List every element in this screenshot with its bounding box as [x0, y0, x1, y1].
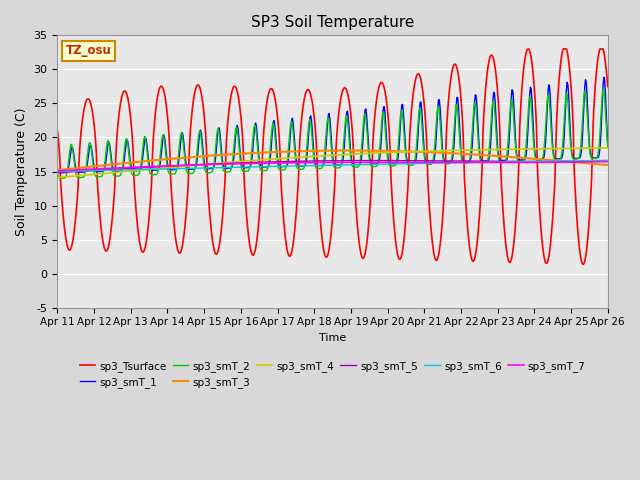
sp3_smT_4 [63, 174, 71, 180]
sp3_smT_2 [417, 106, 424, 111]
sp3_smT_2 [177, 132, 184, 138]
sp3_smT_2 [64, 162, 72, 168]
Line: sp3_smT_5: sp3_smT_5 [58, 161, 608, 173]
sp3_smT_6 [63, 168, 71, 174]
sp3_smT_6 [176, 166, 184, 171]
Line: sp3_Tsurface: sp3_Tsurface [58, 49, 608, 264]
sp3_Tsurface [399, 242, 407, 248]
sp3_smT_3 [400, 148, 408, 154]
sp3_Tsurface [415, 72, 423, 78]
sp3_Tsurface [524, 46, 532, 52]
sp3_smT_1 [417, 99, 424, 105]
Title: SP3 Soil Temperature: SP3 Soil Temperature [251, 15, 414, 30]
Text: TZ_osu: TZ_osu [66, 44, 111, 58]
sp3_smT_7 [415, 159, 423, 165]
X-axis label: Time: Time [319, 333, 346, 343]
sp3_Tsurface [176, 250, 184, 256]
sp3_smT_1 [56, 170, 64, 176]
Y-axis label: Soil Temperature (C): Soil Temperature (C) [15, 107, 28, 236]
sp3_smT_3 [205, 153, 212, 159]
sp3_smT_6 [205, 165, 212, 171]
sp3_smT_3 [345, 148, 353, 154]
sp3_smT_2 [604, 144, 612, 150]
sp3_smT_3 [417, 149, 424, 155]
sp3_smT_6 [604, 157, 612, 163]
sp3_smT_2 [121, 144, 129, 149]
sp3_Tsurface [120, 88, 128, 94]
sp3_Tsurface [604, 84, 612, 89]
sp3_smT_4 [176, 164, 184, 169]
Line: sp3_smT_2: sp3_smT_2 [58, 89, 608, 178]
sp3_smT_5 [63, 169, 71, 175]
sp3_smT_2 [54, 170, 61, 176]
sp3_smT_6 [415, 160, 423, 166]
sp3_smT_5 [205, 161, 212, 167]
sp3_Tsurface [579, 262, 587, 267]
sp3_smT_6 [54, 168, 61, 174]
sp3_smT_5 [604, 158, 612, 164]
sp3_Tsurface [205, 201, 212, 206]
sp3_smT_4 [604, 145, 612, 151]
Line: sp3_smT_4: sp3_smT_4 [58, 148, 608, 178]
sp3_smT_1 [177, 139, 184, 144]
sp3_smT_4 [120, 168, 128, 174]
sp3_smT_2 [56, 175, 64, 181]
sp3_smT_3 [120, 160, 128, 166]
sp3_smT_6 [399, 161, 407, 167]
Line: sp3_smT_6: sp3_smT_6 [58, 160, 608, 171]
sp3_smT_7 [63, 168, 71, 173]
sp3_smT_5 [400, 158, 408, 164]
sp3_smT_1 [600, 74, 608, 80]
Line: sp3_smT_7: sp3_smT_7 [58, 162, 608, 171]
sp3_smT_7 [205, 162, 212, 168]
sp3_smT_7 [399, 159, 407, 165]
sp3_smT_5 [176, 163, 184, 168]
sp3_Tsurface [63, 243, 71, 249]
sp3_smT_4 [54, 175, 61, 180]
sp3_smT_1 [54, 166, 61, 171]
sp3_smT_5 [54, 170, 61, 176]
sp3_smT_5 [417, 158, 424, 164]
sp3_smT_1 [400, 120, 408, 126]
sp3_smT_4 [205, 161, 212, 167]
sp3_smT_7 [120, 165, 128, 170]
sp3_smT_1 [206, 166, 214, 171]
sp3_smT_1 [121, 152, 129, 158]
Line: sp3_smT_3: sp3_smT_3 [58, 151, 608, 170]
sp3_smT_6 [120, 167, 128, 173]
Line: sp3_smT_1: sp3_smT_1 [58, 77, 608, 173]
sp3_smT_1 [64, 167, 72, 172]
sp3_smT_3 [604, 162, 612, 168]
sp3_smT_5 [370, 158, 378, 164]
sp3_smT_7 [54, 168, 61, 174]
sp3_smT_7 [176, 163, 184, 168]
sp3_smT_1 [604, 140, 612, 145]
sp3_smT_3 [54, 167, 61, 173]
sp3_smT_2 [599, 86, 607, 92]
sp3_smT_2 [206, 170, 214, 176]
sp3_smT_3 [176, 155, 184, 161]
sp3_smT_7 [604, 159, 612, 165]
sp3_Tsurface [54, 128, 61, 134]
sp3_smT_3 [63, 166, 71, 172]
sp3_smT_4 [399, 149, 407, 155]
Legend: sp3_Tsurface, sp3_smT_1, sp3_smT_2, sp3_smT_3, sp3_smT_4, sp3_smT_5, sp3_smT_6, : sp3_Tsurface, sp3_smT_1, sp3_smT_2, sp3_… [76, 357, 589, 392]
sp3_smT_2 [400, 132, 408, 138]
sp3_smT_4 [415, 148, 423, 154]
sp3_smT_5 [120, 166, 128, 171]
